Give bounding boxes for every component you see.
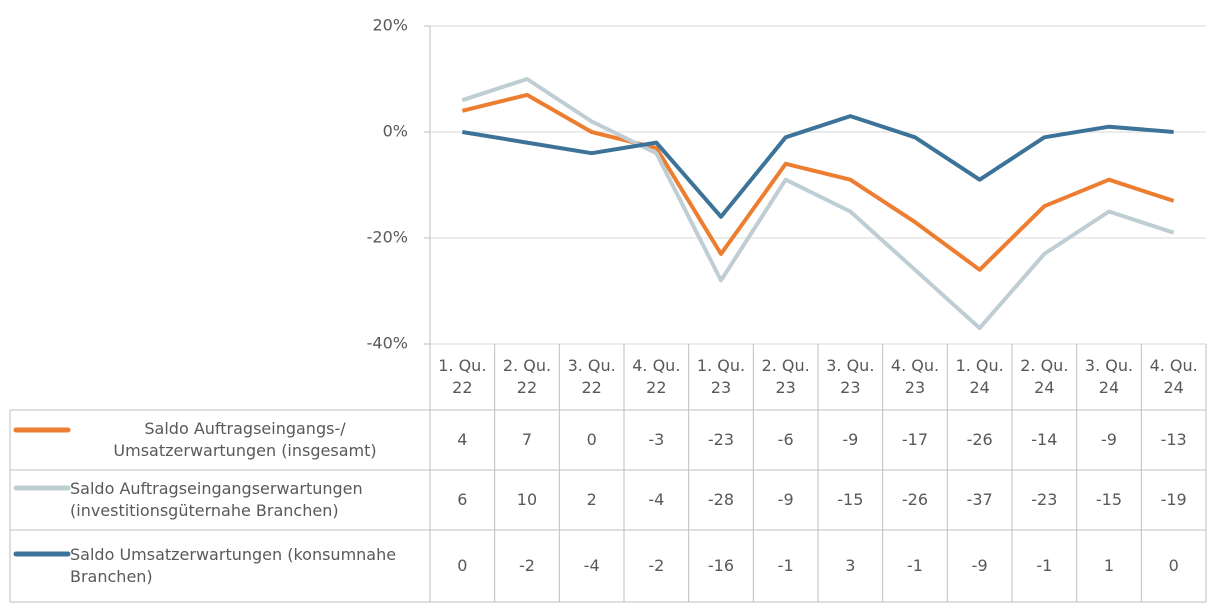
x-tick-label: 3. Qu. 22 bbox=[567, 356, 616, 397]
y-tick-label: -20% bbox=[367, 228, 408, 247]
table-value: -1 bbox=[1036, 556, 1053, 575]
table-value: -37 bbox=[966, 490, 993, 509]
x-tick-label: 4. Qu. 23 bbox=[890, 356, 940, 397]
table-value: -19 bbox=[1160, 490, 1187, 509]
table-value: 1 bbox=[1103, 556, 1115, 575]
table-value: 3 bbox=[845, 556, 856, 575]
table-value: -6 bbox=[777, 430, 794, 449]
table-value: -28 bbox=[707, 490, 735, 509]
table-value: 4 bbox=[457, 430, 468, 449]
table-value: 6 bbox=[457, 490, 468, 509]
table-value: -26 bbox=[901, 490, 929, 509]
x-tick-label: 2. Qu. 23 bbox=[761, 356, 810, 397]
table-value: -17 bbox=[901, 430, 929, 449]
table-value: -9 bbox=[971, 556, 988, 575]
table-value: 0 bbox=[457, 556, 468, 575]
series-line bbox=[461, 77, 1175, 331]
table-value: 0 bbox=[1168, 556, 1179, 575]
table-value: -4 bbox=[648, 490, 665, 509]
table-value: -9 bbox=[842, 430, 859, 449]
table-value: -9 bbox=[1101, 430, 1117, 449]
x-tick-label: 2. Qu. 24 bbox=[1020, 356, 1069, 397]
series-line bbox=[462, 114, 1174, 219]
table-value: -14 bbox=[1031, 430, 1058, 449]
x-tick-label: 1. Qu. 22 bbox=[438, 356, 487, 397]
x-tick-label: 1. Qu. 23 bbox=[696, 356, 746, 397]
table-value: -26 bbox=[966, 430, 993, 449]
x-tick-label: 1. Qu. 24 bbox=[955, 356, 1004, 397]
y-tick-label: 20% bbox=[372, 16, 408, 35]
legend-label: Saldo Auftragseingangserwartungen (inves… bbox=[70, 479, 363, 520]
y-tick-label: -40% bbox=[367, 334, 408, 353]
table-value: -9 bbox=[777, 490, 794, 509]
table-value: -15 bbox=[837, 490, 864, 509]
table-value: -4 bbox=[583, 556, 600, 575]
table-value: -23 bbox=[707, 430, 735, 449]
x-tick-label: 3. Qu. 23 bbox=[826, 356, 875, 397]
x-tick-label: 4. Qu. 22 bbox=[632, 356, 681, 397]
legend-label: Saldo Auftragseingangs-/ Umsatzerwartung… bbox=[113, 419, 377, 460]
table-value: 0 bbox=[586, 430, 597, 449]
x-tick-label: 3. Qu. 24 bbox=[1084, 356, 1134, 397]
table-value: -2 bbox=[648, 556, 665, 575]
x-tick-label: 4. Qu. 24 bbox=[1149, 356, 1198, 397]
table-value: -13 bbox=[1160, 430, 1187, 449]
table-value: -1 bbox=[907, 556, 923, 575]
table-value: 2 bbox=[586, 490, 597, 509]
table-value: -1 bbox=[777, 556, 794, 575]
table-value: -3 bbox=[648, 430, 665, 449]
y-tick-label: 0% bbox=[383, 122, 408, 141]
table-value: -16 bbox=[707, 556, 735, 575]
table-value: -15 bbox=[1095, 490, 1123, 509]
table-value: 7 bbox=[521, 430, 533, 449]
table-value: -2 bbox=[519, 556, 535, 575]
x-tick-label: 2. Qu. 22 bbox=[502, 356, 552, 397]
table-value: -23 bbox=[1031, 490, 1058, 509]
series-line bbox=[461, 92, 1175, 272]
legend-label: Saldo Umsatzerwartungen (konsumnahe Bran… bbox=[70, 545, 397, 586]
table-value: 10 bbox=[516, 490, 538, 509]
